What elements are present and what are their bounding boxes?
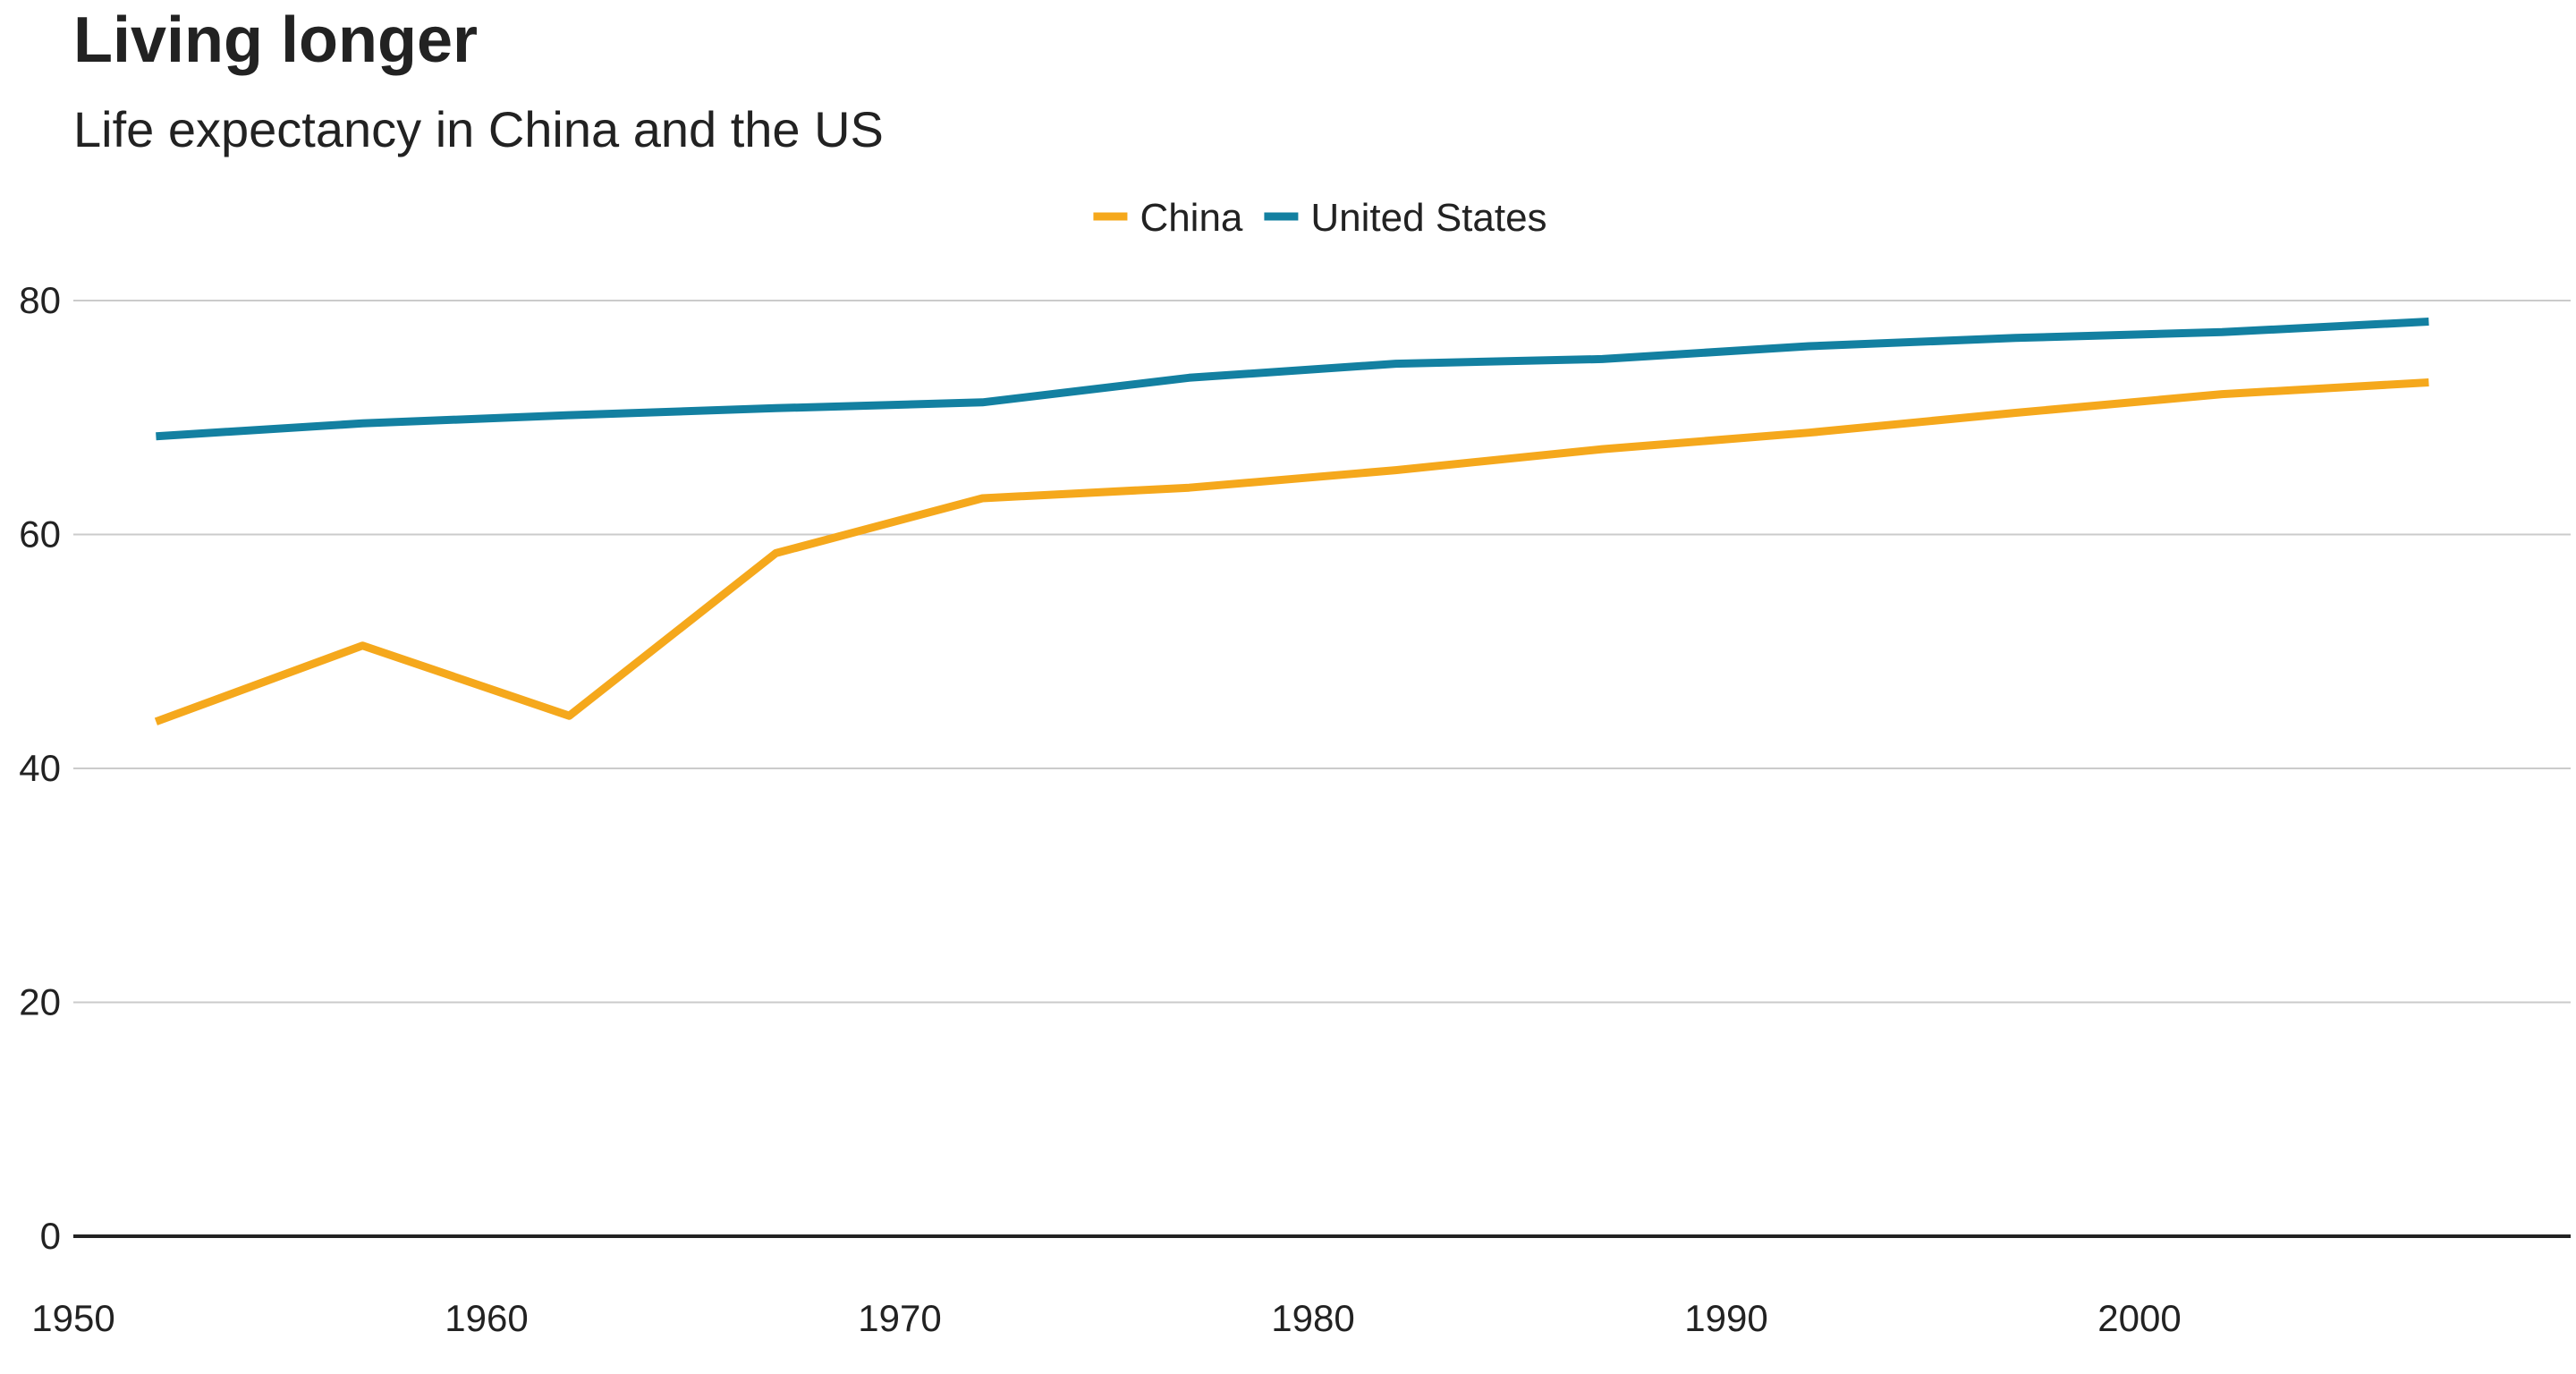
axes: 0 20 40 60 80 1950 1960 1970 1980 1990 2000 — [19, 279, 2571, 1339]
legend-label-china: China — [1140, 196, 1242, 240]
x-tick-label: 1970 — [858, 1297, 941, 1339]
x-tick-label: 1990 — [1684, 1297, 1767, 1339]
series-lines — [154, 318, 2429, 725]
series-line-china — [154, 378, 2429, 725]
legend-label-united-states: United States — [1310, 196, 1546, 240]
x-tick-label: 1960 — [445, 1297, 528, 1339]
chart-subtitle: Life expectancy in China and the US — [73, 101, 884, 157]
y-tick-label: 20 — [19, 981, 61, 1023]
legend: China United States — [1093, 196, 1547, 240]
series-line-united-states — [156, 318, 2429, 441]
x-tick-label: 2000 — [2097, 1297, 2181, 1339]
gridlines — [73, 300, 2571, 1004]
y-tick-label: 60 — [19, 513, 61, 556]
chart-title: Living longer — [73, 4, 479, 76]
y-tick-label: 40 — [19, 747, 61, 789]
x-tick-label: 1980 — [1271, 1297, 1354, 1339]
y-tick-label: 80 — [19, 279, 61, 321]
y-tick-label: 0 — [40, 1215, 61, 1257]
x-tick-label: 1950 — [31, 1297, 114, 1339]
